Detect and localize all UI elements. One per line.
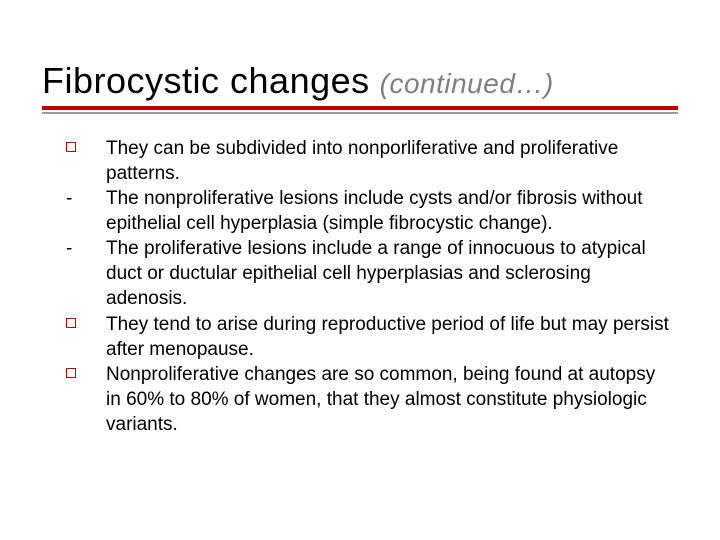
list-item-text: They can be subdivided into nonporlifera… [106, 136, 670, 186]
bullet: - [66, 186, 106, 208]
list-item-text: They tend to arise during reproductive p… [106, 312, 670, 362]
square-bullet-icon [66, 368, 76, 378]
list-item-text: The nonproliferative lesions include cys… [106, 186, 670, 236]
bullet [66, 362, 106, 378]
list-item: - The nonproliferative lesions include c… [66, 186, 670, 236]
dash-bullet-icon: - [66, 239, 72, 258]
list-item-text: Nonproliferative changes are so common, … [106, 362, 670, 437]
list-item: They can be subdivided into nonporlifera… [66, 136, 670, 186]
slide-title-continued: (continued…) [380, 68, 554, 100]
list-item: They tend to arise during reproductive p… [66, 312, 670, 362]
list-item-text: The proliferative lesions include a rang… [106, 236, 670, 311]
slide-title: Fibrocystic changes [42, 60, 370, 102]
bullet [66, 312, 106, 328]
rule-gray [42, 112, 678, 114]
dash-bullet-icon: - [66, 189, 72, 208]
bullet: - [66, 236, 106, 258]
slide: Fibrocystic changes (continued…) They ca… [0, 0, 720, 540]
rule-red [42, 106, 678, 110]
list-item: - The proliferative lesions include a ra… [66, 236, 670, 311]
body-list: They can be subdivided into nonporlifera… [42, 136, 678, 437]
list-item: Nonproliferative changes are so common, … [66, 362, 670, 437]
square-bullet-icon [66, 318, 76, 328]
title-row: Fibrocystic changes (continued…) [42, 60, 678, 102]
title-underline [42, 106, 678, 114]
square-bullet-icon [66, 142, 76, 152]
bullet [66, 136, 106, 152]
